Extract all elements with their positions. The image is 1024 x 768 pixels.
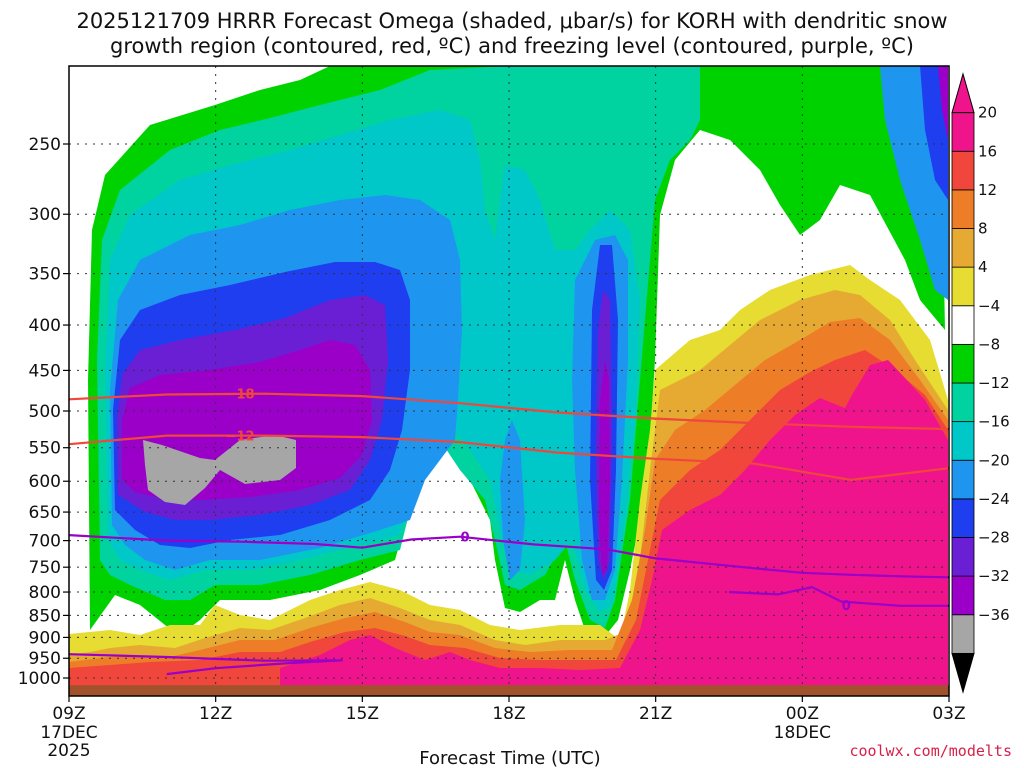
colorbar-swatch [951, 343, 975, 384]
y-tick-label: 950 [29, 649, 61, 669]
colorbar-swatch [951, 575, 975, 616]
y-tick-label: 900 [29, 628, 61, 648]
colorbar-tick-label: −4 [978, 297, 1000, 315]
title-line-2: growth region (contoured, red, ºC) and f… [110, 34, 914, 58]
y-tick-label: 650 [29, 503, 61, 523]
colorbar-tick-label: −24 [978, 490, 1010, 508]
colorbar-tick-label: 20 [978, 104, 997, 122]
colorbar-tick-label: 12 [978, 181, 997, 199]
y-axis: 2503003504004505005506006507007508008509… [18, 135, 69, 689]
colorbar-tick-label: 4 [978, 258, 988, 276]
contour-label-freezing_0c_right: 0 [842, 599, 851, 614]
colorbar-swatch [951, 150, 975, 191]
omega-region-m20-narrow [500, 420, 525, 580]
colorbar-tick-label: −20 [978, 451, 1010, 469]
colorbar-tick-label: −16 [978, 413, 1010, 431]
y-tick-label: 600 [29, 472, 61, 492]
y-tick-label: 400 [29, 316, 61, 336]
contour-label-dgz_m18: −18 [226, 388, 255, 403]
x-tick-label: 18Z [492, 704, 525, 724]
y-tick-label: 500 [29, 402, 61, 422]
x-tick-sublabel-date: 18DEC [774, 723, 831, 743]
colorbar-tick-label: −36 [978, 606, 1010, 624]
colorbar-swatch [951, 382, 975, 423]
y-tick-label: 300 [29, 205, 61, 225]
y-tick-label: 1000 [18, 669, 61, 689]
ground-surface [69, 685, 949, 696]
omega-region-p20-plus [280, 360, 948, 696]
y-tick-label: 550 [29, 439, 61, 459]
x-tick-sublabel-year: 2025 [47, 741, 90, 761]
contour-freezing_0c_low [69, 653, 343, 676]
colorbar-swatch [951, 112, 975, 152]
colorbar-swatch [951, 305, 975, 345]
grid [69, 66, 949, 696]
colorbar-tick-label: −28 [978, 529, 1010, 547]
colorbar-swatch [951, 421, 975, 461]
contour-dgz_m12 [69, 434, 949, 482]
x-tick-label: 21Z [639, 704, 672, 724]
colorbar-tick-label: −12 [978, 374, 1010, 392]
contour-label-freezing_0c: 0 [460, 531, 469, 546]
colorbar-tick-label: 8 [978, 220, 988, 238]
colorbar-swatch [951, 266, 975, 307]
y-tick-label: 450 [29, 361, 61, 381]
omega-region-m24-topright [920, 66, 948, 200]
contour-dgz_m18 [69, 392, 949, 431]
omega-shading [69, 66, 948, 696]
x-tick-label: 03Z [932, 704, 965, 724]
x-tick-sublabel-date: 17DEC [40, 723, 97, 743]
y-tick-label: 350 [29, 265, 61, 285]
y-tick-label: 850 [29, 606, 61, 626]
colorbar-arrow-bottom [951, 652, 975, 694]
omega-region-white-gap [660, 145, 945, 400]
x-tick-label: 15Z [346, 704, 379, 724]
omega-region-m32-right [938, 66, 948, 140]
colorbar-swatch [951, 459, 975, 500]
contour-freezing_0c [69, 534, 949, 579]
colorbar-swatch [951, 614, 975, 654]
colorbar-tick-label: 16 [978, 142, 997, 160]
colorbar: 20 16 12 8 4 −4 −8 −12 −16 −20 −24 −28 −32 −36 [951, 72, 1010, 694]
contour-freezing_0c_right [728, 586, 949, 607]
plot-area: −18 −12 0 0 [69, 66, 949, 696]
title-line-1: 2025121709 HRRR Forecast Omega (shaded, … [76, 9, 947, 33]
colorbar-tick-label: −32 [978, 567, 1010, 585]
colorbar-swatch [951, 537, 975, 577]
colorbar-tick-label: −8 [978, 335, 1000, 353]
colorbar-arrow-top [951, 72, 975, 114]
omega-region-m36 [143, 435, 296, 505]
x-axis-label: Forecast Time (UTC) [419, 748, 600, 768]
x-tick-label: 09Z [52, 704, 85, 724]
colorbar-swatch [951, 189, 975, 229]
x-tick-label: 00Z [786, 704, 819, 724]
y-tick-label: 250 [29, 135, 61, 155]
contours: −18 −12 0 0 [69, 388, 949, 676]
x-tick-label: 12Z [199, 704, 232, 724]
colorbar-swatch [951, 228, 975, 268]
y-tick-label: 700 [29, 532, 61, 552]
y-tick-label: 800 [29, 583, 61, 603]
contour-label-dgz_m12: −12 [226, 430, 255, 445]
credit-link[interactable]: coolwx.com/modelts [849, 742, 1012, 760]
colorbar-swatch [951, 498, 975, 538]
omega-region-m32-narrow [599, 360, 610, 575]
y-tick-label: 750 [29, 558, 61, 578]
